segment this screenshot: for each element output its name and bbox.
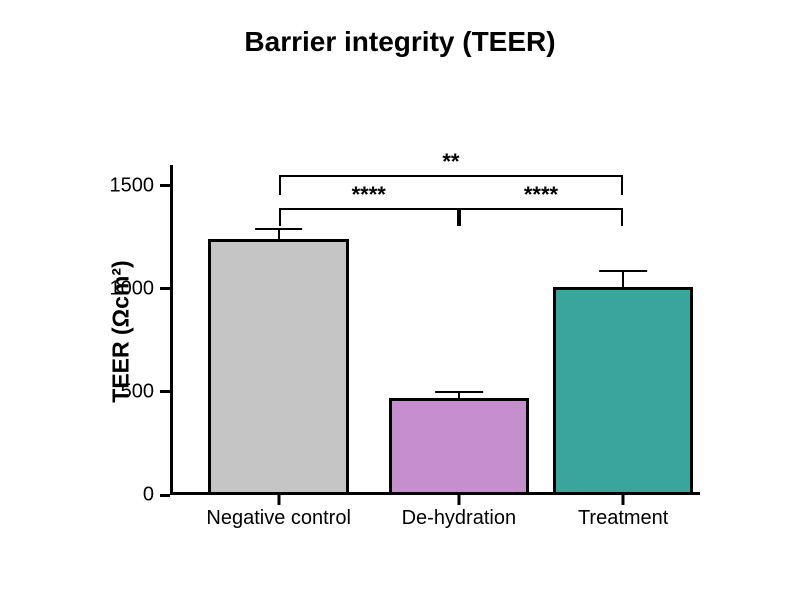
x-tick-label: Treatment [578, 507, 668, 530]
significance-bracket [279, 175, 624, 195]
y-tick [160, 184, 170, 187]
y-tick [160, 287, 170, 290]
significance-label: **** [524, 182, 558, 208]
bar [389, 398, 529, 495]
error-bar-cap [255, 228, 303, 230]
chart-title: Barrier integrity (TEER) [0, 26, 800, 58]
significance-label: ** [442, 149, 459, 175]
y-tick-label: 0 [143, 484, 154, 507]
x-tick-label: Negative control [206, 507, 351, 530]
x-tick-label: De-hydration [402, 507, 517, 530]
x-tick [622, 495, 625, 505]
significance-label: **** [352, 182, 386, 208]
y-tick-label: 500 [121, 380, 154, 403]
x-tick [277, 495, 280, 505]
significance-bracket [459, 208, 623, 226]
y-axis-line [170, 165, 173, 495]
error-bar-stem [622, 270, 624, 287]
y-tick [160, 494, 170, 497]
plot-area: 050010001500Negative controlDe-hydration… [170, 165, 700, 495]
significance-bracket [279, 208, 459, 226]
chart-container: Barrier integrity (TEER) TEER (Ωcm²) 050… [0, 0, 800, 600]
x-tick [457, 495, 460, 505]
y-tick-label: 1500 [110, 174, 155, 197]
bar [553, 287, 693, 495]
y-tick [160, 390, 170, 393]
bar [208, 239, 348, 495]
y-tick-label: 1000 [110, 277, 155, 300]
error-bar-cap [599, 270, 647, 272]
error-bar-cap [435, 391, 483, 393]
